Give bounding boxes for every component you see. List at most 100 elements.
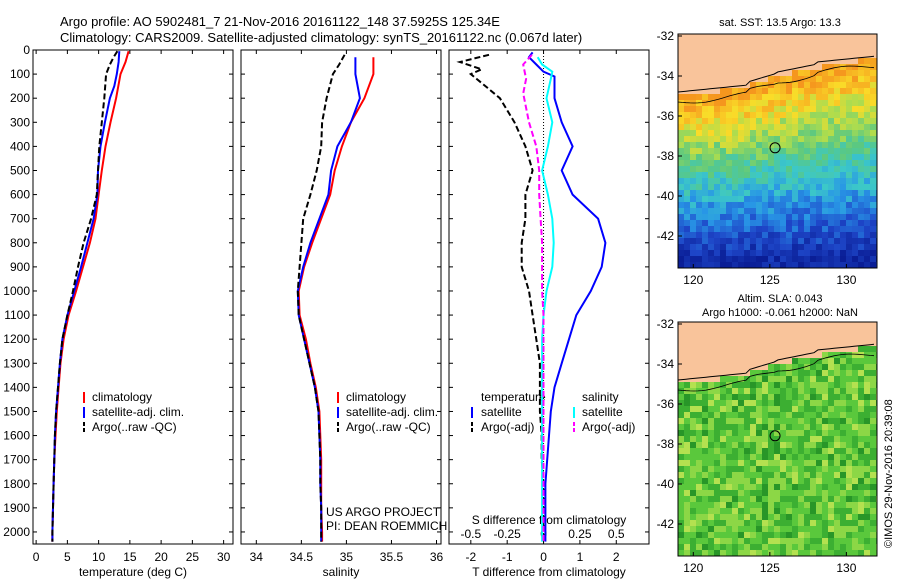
sla-map-cell	[786, 340, 793, 347]
depth-tick-label: 900	[10, 260, 30, 274]
sla-map-cell	[756, 454, 763, 461]
sla-map-cell	[816, 502, 823, 509]
sla-map-cell	[714, 436, 721, 443]
sla-map-cell	[684, 472, 691, 479]
sst-map-cell	[798, 250, 805, 257]
sst-map-cell	[738, 40, 745, 47]
sla-map-cell	[810, 412, 817, 419]
sla-map-cell	[870, 406, 877, 413]
sst-map-cell	[840, 130, 847, 137]
sst-map-cell	[792, 64, 799, 71]
sst-map-cell	[804, 184, 811, 191]
sla-map-cell	[678, 358, 685, 365]
sla-map-cell	[756, 520, 763, 527]
sla-map-cell	[858, 460, 865, 467]
sst-map-cell	[684, 82, 691, 89]
sst-map-cell	[810, 100, 817, 107]
sst-map-cell	[756, 232, 763, 239]
depth-tick-label: 0	[23, 43, 30, 57]
sst-map-cell	[780, 220, 787, 227]
sla-map-cell	[804, 370, 811, 377]
sla-map-cell	[720, 424, 727, 431]
sla-map-cell	[756, 448, 763, 455]
sst-map-cell	[798, 124, 805, 131]
sla-map-cell	[810, 478, 817, 485]
sst-map-cell	[756, 118, 763, 125]
sla-map-cell	[798, 514, 805, 521]
sst-map-cell	[762, 142, 769, 149]
sst-map-cell	[690, 70, 697, 77]
sst-map-cell	[792, 124, 799, 131]
sst-map-cell	[858, 46, 865, 53]
sst-map-cell	[864, 190, 871, 197]
sst-map-cell	[768, 232, 775, 239]
sla-map-cell	[846, 418, 853, 425]
sla-map-cell	[840, 340, 847, 347]
sst-map-cell	[810, 238, 817, 245]
sla-map-cell	[732, 382, 739, 389]
sst-map-cell	[726, 100, 733, 107]
sst-map-cell	[840, 232, 847, 239]
sla-map-cell	[762, 388, 769, 395]
sla-map-cell	[738, 334, 745, 341]
sst-map-cell	[834, 82, 841, 89]
sst-map-cell	[702, 94, 709, 101]
sst-map-cell	[780, 256, 787, 263]
sst-map-cell	[834, 262, 841, 268]
sst-map-cell	[834, 154, 841, 161]
sst-map-cell	[870, 130, 877, 137]
sla-map-cell	[738, 364, 745, 371]
sst-map-cell	[864, 208, 871, 215]
sst-map-cell	[834, 184, 841, 191]
sst-map-cell	[708, 106, 715, 113]
sla-map-cell	[846, 478, 853, 485]
sla-map-cell	[768, 514, 775, 521]
depth-tick-label: 1600	[3, 429, 30, 443]
sst-map-cell	[780, 250, 787, 257]
sla-map-cell	[756, 406, 763, 413]
sst-map-cell	[750, 256, 757, 263]
sla-map-cell	[696, 508, 703, 515]
sla-map-cell	[726, 514, 733, 521]
sla-map-cell	[780, 364, 787, 371]
sst-map-cell	[822, 100, 829, 107]
sst-map-cell	[708, 142, 715, 149]
sst-map-cell	[840, 244, 847, 251]
sla-map-cell	[870, 424, 877, 431]
sst-map-cell	[684, 166, 691, 173]
sst-map-cell	[696, 100, 703, 107]
sst-map-cell	[678, 238, 685, 245]
sst-map-cell	[834, 232, 841, 239]
sla-map-cell	[786, 472, 793, 479]
sla-map-cell	[792, 520, 799, 527]
sst-map-cell	[804, 118, 811, 125]
sla-map-cell	[690, 322, 697, 329]
sla-map-cell	[732, 502, 739, 509]
sla-map-cell	[798, 418, 805, 425]
sla-map-cell	[828, 496, 835, 503]
sla-map-cell	[762, 448, 769, 455]
sst-map-cell	[792, 130, 799, 137]
sla-map-cell	[678, 394, 685, 401]
sst-map-cell	[798, 52, 805, 59]
sst-map-cell	[708, 76, 715, 83]
sla-map-cell	[834, 478, 841, 485]
sst-map-cell	[714, 244, 721, 251]
sst-map-cell	[684, 208, 691, 215]
sst-map-cell	[768, 40, 775, 47]
sst-map-cell	[750, 244, 757, 251]
difference-xlabel: T difference from climatology	[472, 565, 626, 579]
sla-map-cell	[732, 376, 739, 383]
sla-map-cell	[786, 430, 793, 437]
sst-map-cell	[846, 214, 853, 221]
depth-tick-label: 1100	[4, 308, 30, 322]
sst-map-cell	[780, 82, 787, 89]
sst-map-cell	[714, 34, 721, 41]
sst-map-cell	[798, 100, 805, 107]
sla-map-cell	[684, 394, 691, 401]
sla-map-cell	[816, 370, 823, 377]
sla-map-cell	[768, 478, 775, 485]
sla-map-cell	[864, 340, 871, 347]
sst-map-cell	[690, 34, 697, 41]
sla-map-cell	[786, 496, 793, 503]
